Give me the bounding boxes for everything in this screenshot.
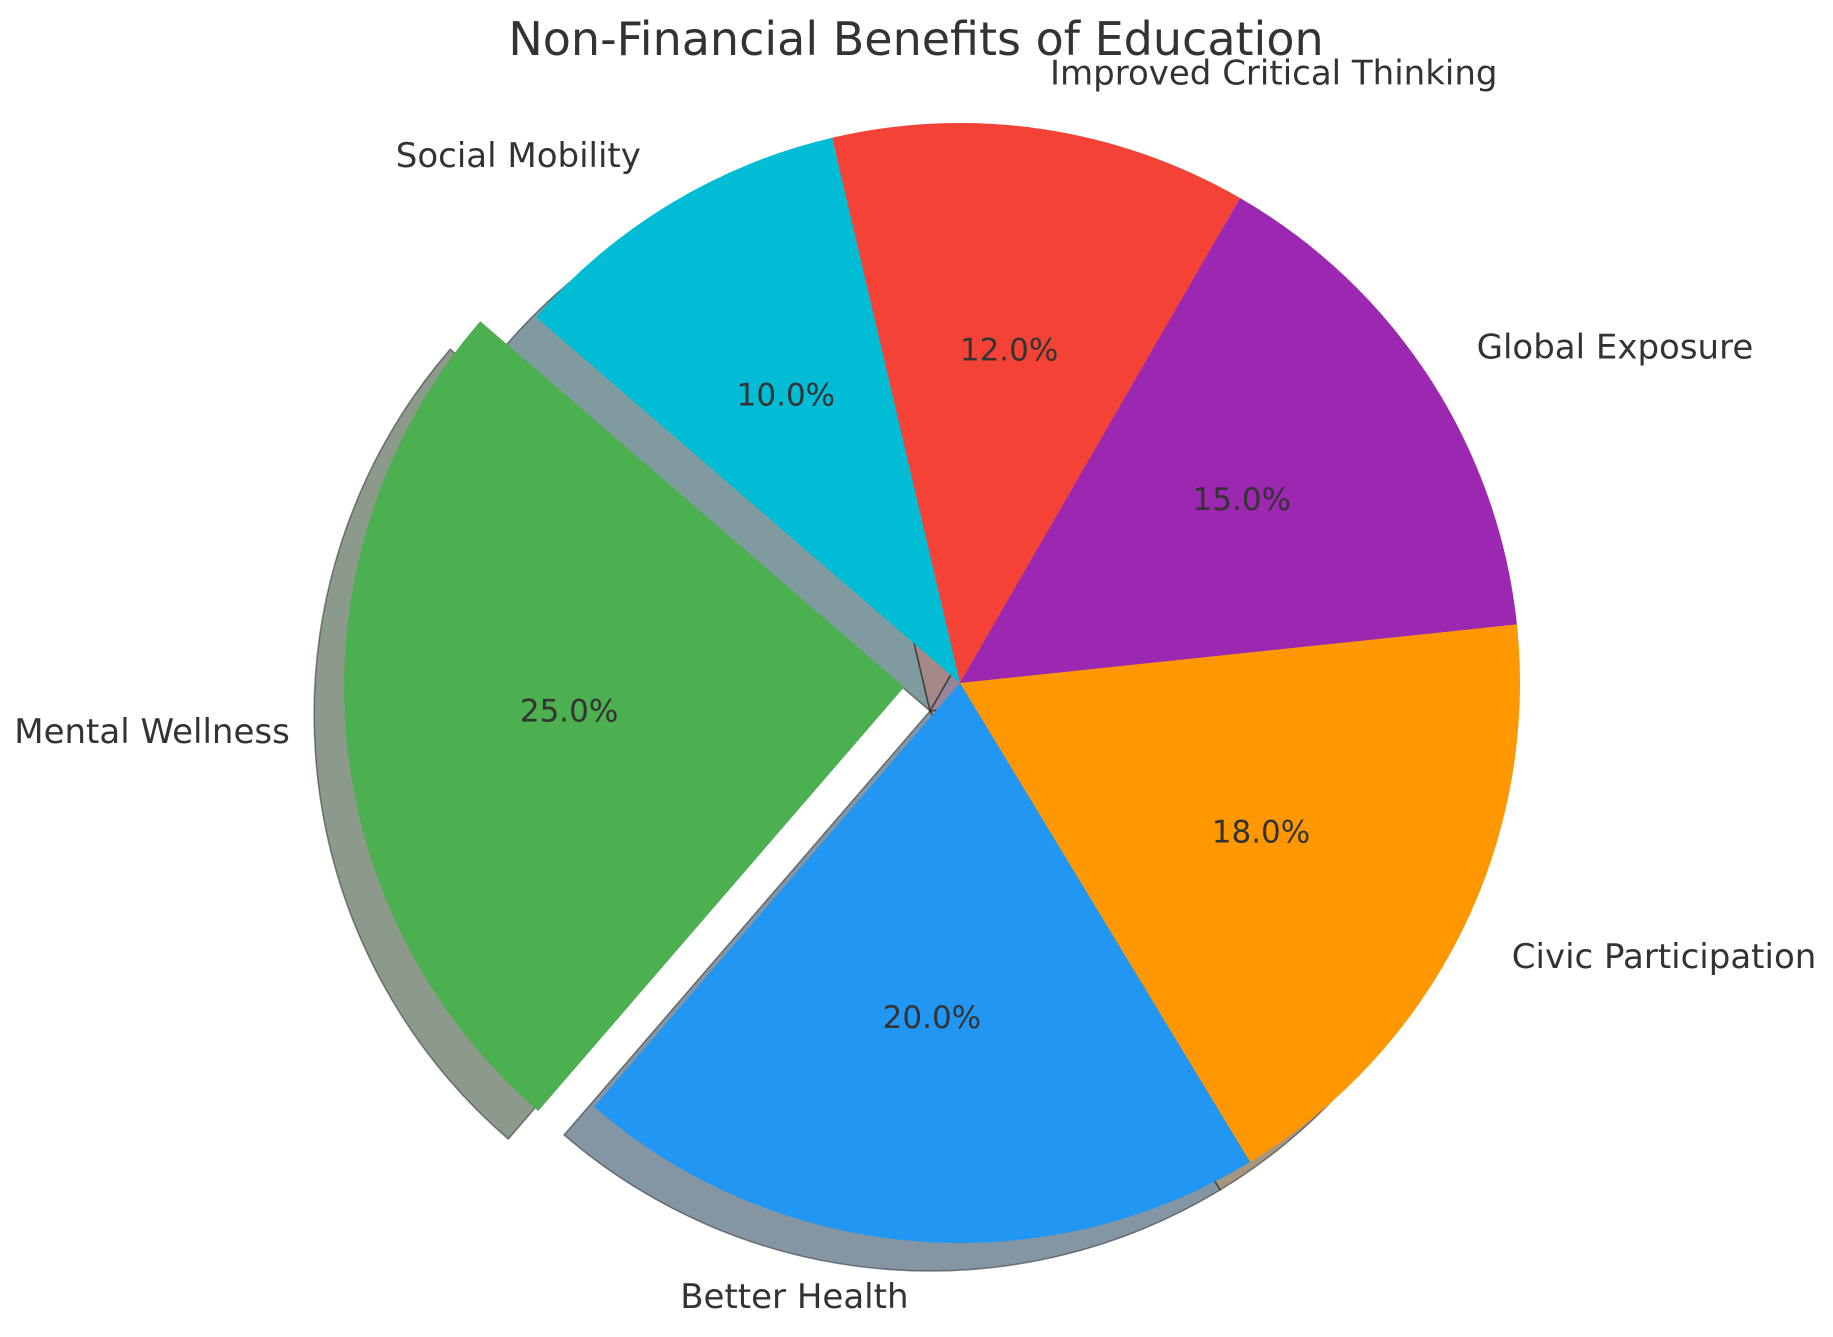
slice-label-mental-wellness: Mental Wellness — [14, 712, 290, 752]
slice-pct-mental-wellness: 25.0% — [520, 694, 618, 730]
slice-pct-social-mobility: 10.0% — [737, 378, 835, 414]
pie-slice-mental-wellness — [344, 321, 905, 1112]
pie-slice-improved-critical-thinking — [832, 123, 1240, 684]
slice-label-improved-critical-thinking: Improved Critical Thinking — [1050, 54, 1498, 94]
slice-pct-civic-participation: 18.0% — [1212, 814, 1310, 850]
chart-title: Non-Financial Benefits of Education — [508, 12, 1323, 66]
slice-label-global-exposure: Global Exposure — [1477, 328, 1754, 368]
wedge-layer — [344, 123, 1520, 1244]
slice-pct-global-exposure: 15.0% — [1193, 482, 1291, 518]
slice-pct-better-health: 20.0% — [883, 1000, 981, 1036]
pie-slice-better-health — [594, 683, 1251, 1244]
slice-label-social-mobility: Social Mobility — [396, 136, 641, 176]
label-layer: 12.0% Improved Critical Thinking 15.0% Glob… — [14, 54, 1816, 1317]
slice-pct-improved-critical-thinking: 12.0% — [960, 333, 1058, 369]
slice-label-civic-participation: Civic Participation — [1512, 937, 1817, 977]
slice-label-better-health: Better Health — [680, 1277, 908, 1317]
pie-slice-global-exposure — [960, 198, 1517, 683]
pie-slice-civic-participation — [960, 624, 1520, 1162]
pie-slice-social-mobility — [536, 137, 960, 684]
